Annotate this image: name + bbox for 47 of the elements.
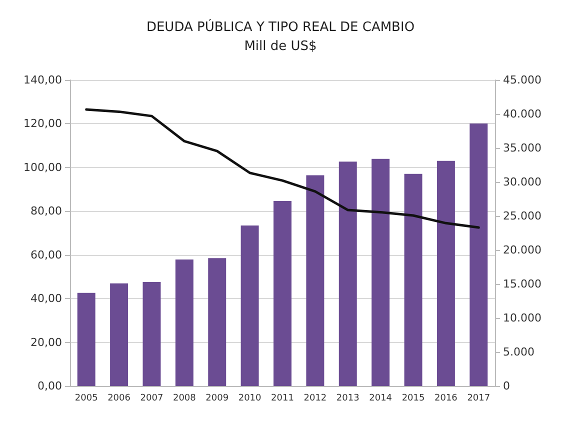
y-tick-label: 40,00 xyxy=(30,292,62,306)
y2-tick-label: 10.000 xyxy=(503,312,542,324)
x-tick-label: 2012 xyxy=(304,394,327,404)
x-tick-label: 2008 xyxy=(172,394,196,404)
y2-tick-label: 45.000 xyxy=(503,74,542,86)
y2-tick-label: 5.000 xyxy=(503,346,534,358)
x-tick-label: 2005 xyxy=(74,394,98,404)
bar xyxy=(110,283,128,386)
chart-subtitle: Mill de US$ xyxy=(244,39,317,54)
x-tick-label: 2015 xyxy=(402,394,425,404)
bar xyxy=(274,201,292,386)
x-tick-label: 2017 xyxy=(467,394,490,404)
y-tick-label: 140,00 xyxy=(24,74,62,86)
x-tick-label: 2010 xyxy=(238,394,262,404)
y2-tick-label: 25.000 xyxy=(503,210,542,222)
bar xyxy=(208,258,226,386)
bar xyxy=(306,175,324,386)
y2-tick-label: 40.000 xyxy=(503,108,542,120)
bar xyxy=(436,160,455,386)
bar xyxy=(404,174,422,386)
bar xyxy=(142,282,161,386)
bar xyxy=(240,226,259,386)
y-tick-label: 20,00 xyxy=(30,336,62,349)
chart-title: DEUDA PÚBLICA Y TIPO REAL DE CAMBIO xyxy=(146,18,415,35)
x-tick-label: 2006 xyxy=(108,394,131,404)
x-tick-label: 2016 xyxy=(434,394,458,404)
y2-tick-label: 20.000 xyxy=(503,244,542,256)
y-tick-label: 0,00 xyxy=(38,380,62,392)
bar xyxy=(470,124,488,386)
y-tick-label: 60,00 xyxy=(30,248,62,262)
y-tick-label: 80,00 xyxy=(30,204,62,218)
bar xyxy=(372,158,390,386)
y2-tick-label: 35.000 xyxy=(503,142,542,154)
y-tick-label: 120,00 xyxy=(24,117,62,130)
y2-tick-label: 0 xyxy=(503,380,510,392)
y2-tick-label: 30.000 xyxy=(503,176,542,188)
line-series xyxy=(85,108,480,229)
x-tick-label: 2013 xyxy=(336,394,360,404)
x-tick-label: 2014 xyxy=(369,394,392,404)
bar xyxy=(338,162,357,386)
x-tick-label: 2009 xyxy=(206,394,229,404)
y-tick-label: 100,00 xyxy=(24,160,62,174)
x-tick-label: 2011 xyxy=(271,394,294,404)
x-tick-label: 2007 xyxy=(140,394,164,404)
bar xyxy=(175,260,194,386)
y2-tick-label: 15.000 xyxy=(503,278,542,290)
bar xyxy=(77,292,96,386)
